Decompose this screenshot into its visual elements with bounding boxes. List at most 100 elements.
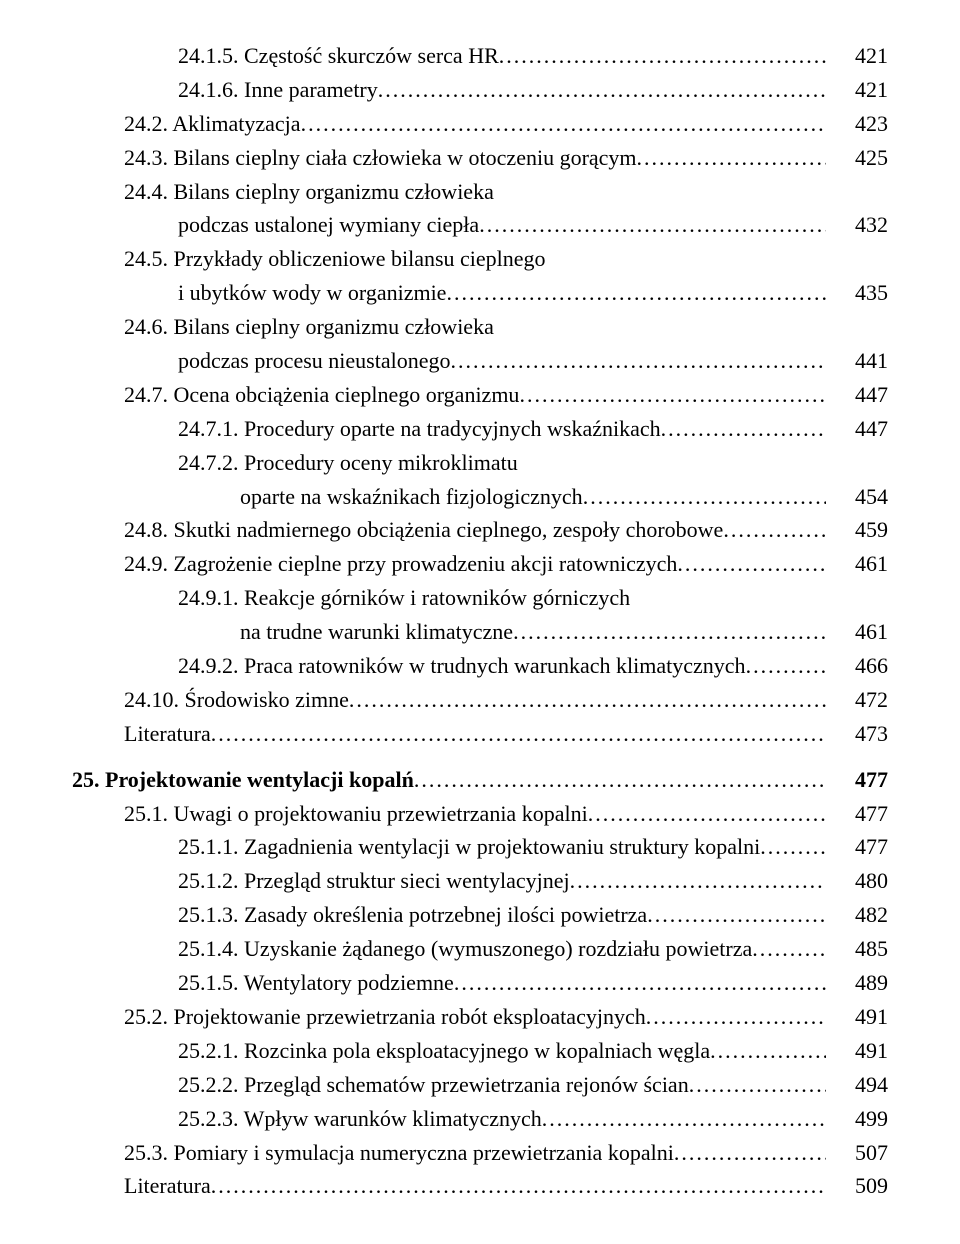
toc-entry-25-2-3: 25.2.3. Wpływ warunków klimatycznych 499	[72, 1103, 888, 1135]
toc-page-number: 482	[826, 899, 888, 931]
toc-entry-24-7-2b: oparte na wskaźnikach fizjologicznych454	[72, 481, 888, 513]
toc-leader-dots	[689, 1069, 826, 1101]
toc-page-number: 472	[826, 684, 888, 716]
toc-leader-dots	[570, 865, 826, 897]
toc-entry-25-1-5: 25.1.5. Wentylatory podziemne489	[72, 967, 888, 999]
toc-entry-text: 24.10. Środowisko zimne	[72, 684, 349, 716]
toc-entry-text: 24.9.1. Reakcje górników i ratowników gó…	[72, 582, 630, 614]
toc-entry-text: 25.2.1. Rozcinka pola eksploatacyjnego w…	[72, 1035, 710, 1067]
toc-page-number: 459	[826, 514, 888, 546]
toc-leader-dots	[454, 967, 826, 999]
toc-entry-text: 24.7.2. Procedury oceny mikroklimatu	[72, 447, 518, 479]
toc-page-number: 477	[826, 798, 888, 830]
toc-entry-24-4a: 24.4. Bilans cieplny organizmu człowieka	[72, 176, 888, 208]
toc-page-number: 480	[826, 865, 888, 897]
toc-page-number: 421	[826, 40, 888, 72]
toc-entry-24-1-6: 24.1.6. Inne parametry 421	[72, 74, 888, 106]
toc-entry-24-10: 24.10. Środowisko zimne 472	[72, 684, 888, 716]
toc-entry-text: Literatura	[72, 1170, 211, 1202]
toc-entry-24-9: 24.9. Zagrożenie cieplne przy prowadzeni…	[72, 548, 888, 580]
toc-page-number: 489	[826, 967, 888, 999]
toc-page-number: 509	[826, 1170, 888, 1202]
toc-page-number: 485	[826, 933, 888, 965]
toc-leader-dots	[661, 413, 826, 445]
toc-leader-dots	[301, 108, 826, 140]
toc-page-number: 466	[826, 650, 888, 682]
toc-entry-25-2: 25.2. Projektowanie przewietrzania robót…	[72, 1001, 888, 1033]
toc-entry-25-3: 25.3. Pomiary i symulacja numeryczna prz…	[72, 1137, 888, 1169]
toc-page-number: 491	[826, 1035, 888, 1067]
toc-leader-dots	[349, 684, 826, 716]
toc-leader-dots	[760, 831, 826, 863]
toc-entry-25-1-1: 25.1.1. Zagadnienia wentylacji w projekt…	[72, 831, 888, 863]
toc-entry-24-5b: i ubytków wody w organizmie 435	[72, 277, 888, 309]
toc-leader-dots	[499, 40, 826, 72]
toc-page-number: 499	[826, 1103, 888, 1135]
toc-leader-dots	[647, 899, 826, 931]
toc-entry-24-7-2a: 24.7.2. Procedury oceny mikroklimatu	[72, 447, 888, 479]
toc-leader-dots	[542, 1103, 826, 1135]
toc-entry-text: 25.1. Uwagi o projektowaniu przewietrzan…	[72, 798, 588, 830]
toc-entry-25-1-4: 25.1.4. Uzyskanie żądanego (wymuszonego)…	[72, 933, 888, 965]
toc-page-number: 473	[826, 718, 888, 750]
toc-leader-dots	[450, 345, 826, 377]
toc-page-number: 441	[826, 345, 888, 377]
toc-entry-24-6b: podczas procesu nieustalonego 441	[72, 345, 888, 377]
toc-leader-dots	[378, 74, 826, 106]
toc-page-number: 423	[826, 108, 888, 140]
toc-entry-25: 25. Projektowanie wentylacji kopalń 477	[72, 764, 888, 796]
toc-entry-text: na trudne warunki klimatyczne	[72, 616, 513, 648]
toc-leader-dots	[646, 1001, 826, 1033]
toc-page-number: 461	[826, 616, 888, 648]
toc-entry-text: podczas ustalonej wymiany ciepła	[72, 209, 479, 241]
toc-entry-25-1: 25.1. Uwagi o projektowaniu przewietrzan…	[72, 798, 888, 830]
toc-entry-24-1-5: 24.1.5. Częstość skurczów serca HR 421	[72, 40, 888, 72]
toc-entry-text: 24.5. Przykłady obliczeniowe bilansu cie…	[72, 243, 546, 275]
toc-entry-24-9-1a: 24.9.1. Reakcje górników i ratowników gó…	[72, 582, 888, 614]
toc-page-number: 435	[826, 277, 888, 309]
toc-page-number: 477	[826, 831, 888, 863]
toc-entry-text: 25.2. Projektowanie przewietrzania robót…	[72, 1001, 646, 1033]
toc-entry-24-3: 24.3. Bilans cieplny ciała człowieka w o…	[72, 142, 888, 174]
toc-entry-text: 25.3. Pomiary i symulacja numeryczna prz…	[72, 1137, 674, 1169]
toc-page-number: 421	[826, 74, 888, 106]
toc-entry-text: 24.9. Zagrożenie cieplne przy prowadzeni…	[72, 548, 677, 580]
toc-entry-text: 25. Projektowanie wentylacji kopalń	[72, 764, 414, 796]
toc-entry-24-4b: podczas ustalonej wymiany ciepła 432	[72, 209, 888, 241]
toc-entry-text: 24.4. Bilans cieplny organizmu człowieka	[72, 176, 494, 208]
toc-entry-24-8: 24.8. Skutki nadmiernego obciążenia ciep…	[72, 514, 888, 546]
toc-entry-24-2: 24.2. Aklimatyzacja423	[72, 108, 888, 140]
toc-entry-text: i ubytków wody w organizmie	[72, 277, 446, 309]
toc-leader-dots	[513, 616, 826, 648]
toc-entry-24-6a: 24.6. Bilans cieplny organizmu człowieka	[72, 311, 888, 343]
toc-page: 24.1.5. Częstość skurczów serca HR42124.…	[0, 0, 960, 1244]
toc-entry-24-7-1: 24.7.1. Procedury oparte na tradycyjnych…	[72, 413, 888, 445]
toc-leader-dots	[637, 142, 826, 174]
toc-entry-text: 25.2.3. Wpływ warunków klimatycznych	[72, 1103, 542, 1135]
toc-entry-text: 25.1.2. Przegląd struktur sieci wentylac…	[72, 865, 570, 897]
toc-entry-text: 24.3. Bilans cieplny ciała człowieka w o…	[72, 142, 637, 174]
toc-entry-lit-24: Literatura473	[72, 718, 888, 750]
toc-page-number: 507	[826, 1137, 888, 1169]
toc-entry-24-5a: 24.5. Przykłady obliczeniowe bilansu cie…	[72, 243, 888, 275]
toc-leader-dots	[583, 481, 826, 513]
toc-entry-25-2-1: 25.2.1. Rozcinka pola eksploatacyjnego w…	[72, 1035, 888, 1067]
toc-page-number: 447	[826, 413, 888, 445]
toc-page-number: 477	[826, 764, 888, 796]
toc-leader-dots	[519, 379, 826, 411]
toc-entry-text: podczas procesu nieustalonego	[72, 345, 450, 377]
toc-entry-text: 25.1.1. Zagadnienia wentylacji w projekt…	[72, 831, 760, 863]
toc-leader-dots	[752, 933, 826, 965]
toc-entry-24-9-2: 24.9.2. Praca ratowników w trudnych waru…	[72, 650, 888, 682]
toc-page-number: 454	[826, 481, 888, 513]
toc-page-number: 432	[826, 209, 888, 241]
toc-entry-text: 25.2.2. Przegląd schematów przewietrzani…	[72, 1069, 689, 1101]
toc-leader-dots	[746, 650, 826, 682]
toc-entry-text: 24.1.5. Częstość skurczów serca HR	[72, 40, 499, 72]
toc-page-number: 494	[826, 1069, 888, 1101]
toc-entry-text: 24.1.6. Inne parametry	[72, 74, 378, 106]
toc-entry-text: 24.6. Bilans cieplny organizmu człowieka	[72, 311, 494, 343]
toc-entry-25-1-3: 25.1.3. Zasady określenia potrzebnej ilo…	[72, 899, 888, 931]
toc-page-number: 491	[826, 1001, 888, 1033]
toc-entry-24-7: 24.7. Ocena obciążenia cieplnego organiz…	[72, 379, 888, 411]
